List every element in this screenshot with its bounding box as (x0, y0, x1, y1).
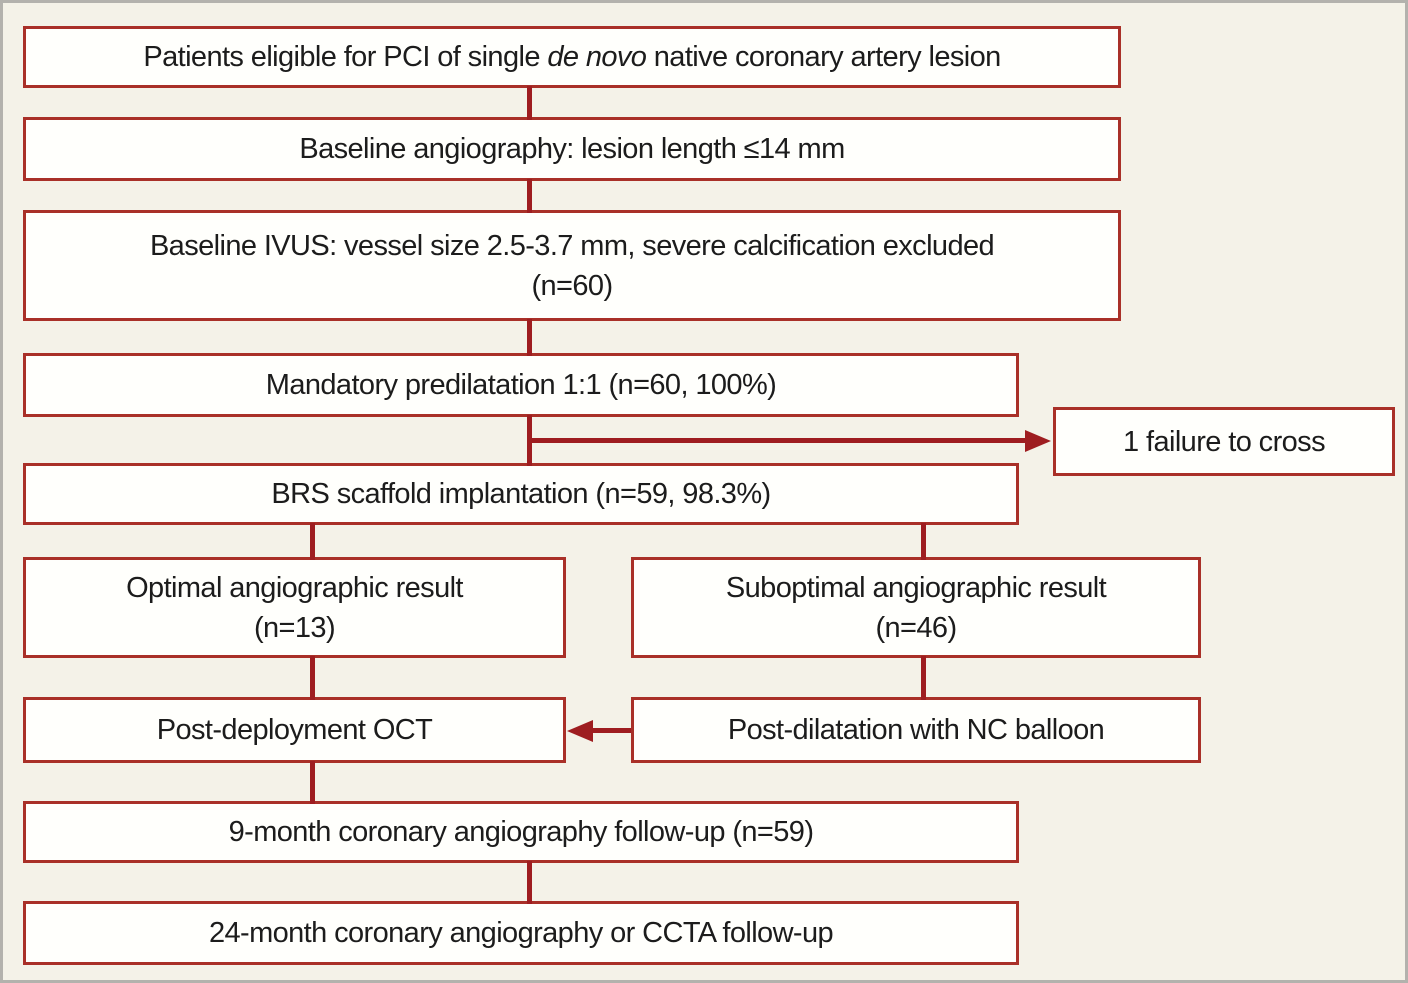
flow-box-suboptimal-result-line2: (n=46) (875, 611, 957, 644)
flow-box-24-month-followup: 24-month coronary angiography or CCTA fo… (23, 901, 1019, 965)
connector-brs-to-suboptimal (921, 523, 926, 560)
flow-box-brs-implantation-text: BRS scaffold implantation (n=59, 98.3%) (271, 478, 771, 510)
connector-brs-to-optimal (310, 523, 315, 560)
flow-box-baseline-ivus-line2: (n=60) (531, 269, 613, 302)
arrow-right-icon (1025, 430, 1051, 452)
arrow-left-icon (567, 720, 593, 742)
flow-box-optimal-result-line2: (n=13) (253, 611, 336, 644)
flow-box-brs-implantation: BRS scaffold implantation (n=59, 98.3%) (23, 463, 1019, 525)
flow-box-baseline-ivus: Baseline IVUS: vessel size 2.5-3.7 mm, s… (23, 210, 1121, 321)
arrow-nc-balloon-to-oct-line (591, 728, 631, 733)
flow-box-24-month-followup-text: 24-month coronary angiography or CCTA fo… (208, 917, 834, 949)
flow-box-suboptimal-result-line1: Suboptimal angiographic result (725, 571, 1107, 604)
flow-box-patients-eligible-text: Patients eligible for PCI of single de n… (143, 41, 1001, 73)
flow-box-post-dilatation-nc-balloon: Post-dilatation with NC balloon (631, 697, 1201, 763)
flow-box-baseline-angiography: Baseline angiography: lesion length ≤14 … (23, 117, 1121, 181)
flow-box-suboptimal-result: Suboptimal angiographic result (n=46) (631, 557, 1201, 658)
connector-9-month-to-24-month (527, 861, 532, 904)
flow-box-9-month-followup-text: 9-month coronary angiography follow-up (… (228, 816, 814, 848)
flow-box-mandatory-predilatation-text: Mandatory predilatation 1:1 (n=60, 100%) (265, 369, 777, 401)
connector-oct-to-9-month (310, 761, 315, 804)
connector-optimal-to-oct (310, 656, 315, 700)
arrow-to-failure-line (529, 438, 1027, 443)
flow-box-optimal-result-line1: Optimal angiographic result (126, 571, 463, 604)
connector-eligible-to-angiography (527, 86, 532, 120)
flow-box-post-deployment-oct: Post-deployment OCT (23, 697, 566, 763)
flow-box-post-deployment-oct-text: Post-deployment OCT (156, 714, 433, 746)
flow-box-mandatory-predilatation: Mandatory predilatation 1:1 (n=60, 100%) (23, 353, 1019, 417)
connector-angiography-to-ivus (527, 179, 532, 213)
flow-box-post-dilatation-nc-balloon-text: Post-dilatation with NC balloon (727, 714, 1105, 746)
flow-box-failure-to-cross-text: 1 failure to cross (1123, 425, 1326, 458)
connector-ivus-to-predilatation (527, 319, 532, 356)
flow-box-failure-to-cross: 1 failure to cross (1053, 407, 1395, 476)
connector-suboptimal-to-nc-balloon (921, 656, 926, 700)
flow-box-baseline-angiography-text: Baseline angiography: lesion length ≤14 … (299, 133, 845, 165)
flow-box-9-month-followup: 9-month coronary angiography follow-up (… (23, 801, 1019, 863)
flow-box-patients-eligible: Patients eligible for PCI of single de n… (23, 26, 1121, 88)
flow-box-baseline-ivus-line1: Baseline IVUS: vessel size 2.5-3.7 mm, s… (149, 229, 995, 262)
flow-box-optimal-result: Optimal angiographic result (n=13) (23, 557, 566, 658)
